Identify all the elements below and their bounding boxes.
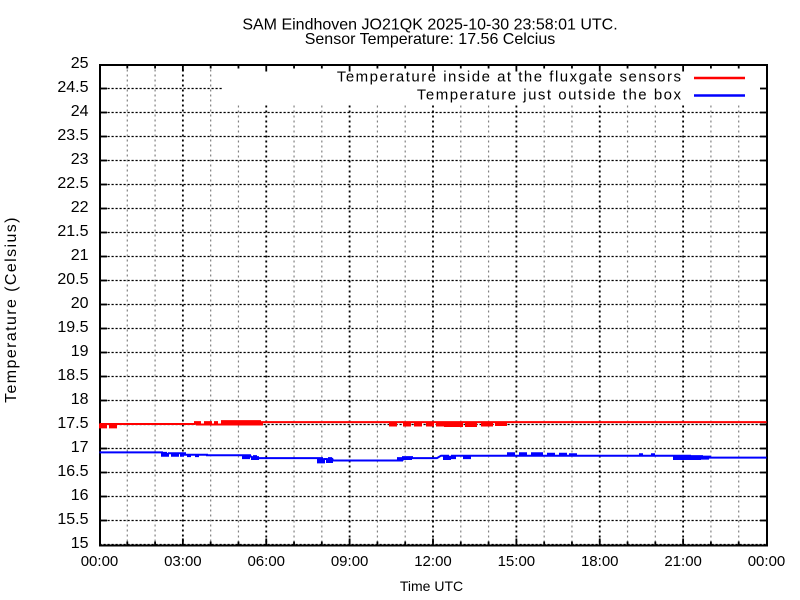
svg-text:24.5: 24.5: [57, 79, 88, 96]
svg-text:20: 20: [71, 295, 89, 312]
svg-text:Temperature inside at the flux: Temperature inside at the fluxgate senso…: [337, 69, 683, 86]
svg-text:25: 25: [71, 55, 89, 72]
svg-text:19.5: 19.5: [57, 319, 88, 336]
svg-text:12:00: 12:00: [414, 553, 452, 570]
svg-text:24: 24: [71, 103, 89, 120]
svg-text:17: 17: [71, 439, 89, 456]
svg-text:23.5: 23.5: [57, 127, 88, 144]
svg-text:22: 22: [71, 199, 89, 216]
svg-text:15.5: 15.5: [57, 511, 88, 528]
svg-text:SAM Eindhoven JO21QK 2025-10-3: SAM Eindhoven JO21QK 2025-10-30 23:58:01…: [242, 17, 617, 34]
svg-text:Temperature (Celsius): Temperature (Celsius): [3, 216, 20, 403]
svg-text:18: 18: [71, 391, 89, 408]
svg-text:20.5: 20.5: [57, 271, 88, 288]
svg-text:16.5: 16.5: [57, 463, 88, 480]
svg-text:19: 19: [71, 343, 89, 360]
svg-text:22.5: 22.5: [57, 175, 88, 192]
svg-text:18:00: 18:00: [581, 553, 619, 570]
svg-text:03:00: 03:00: [164, 553, 202, 570]
svg-text:Time UTC: Time UTC: [400, 578, 463, 594]
svg-text:23: 23: [71, 151, 89, 168]
svg-text:00:00: 00:00: [748, 553, 786, 570]
svg-text:17.5: 17.5: [57, 415, 88, 432]
svg-text:16: 16: [71, 487, 89, 504]
svg-text:15:00: 15:00: [498, 553, 536, 570]
svg-text:15: 15: [71, 535, 89, 552]
svg-text:00:00: 00:00: [81, 553, 119, 570]
svg-text:21.5: 21.5: [57, 223, 88, 240]
svg-text:Sensor Temperature: 17.56 Celc: Sensor Temperature: 17.56 Celcius: [305, 31, 556, 48]
svg-text:06:00: 06:00: [247, 553, 285, 570]
svg-text:Temperature just outside the b: Temperature just outside the box: [417, 87, 683, 104]
svg-text:21: 21: [71, 247, 89, 264]
svg-text:18.5: 18.5: [57, 367, 88, 384]
svg-text:09:00: 09:00: [331, 553, 369, 570]
svg-text:21:00: 21:00: [664, 553, 702, 570]
